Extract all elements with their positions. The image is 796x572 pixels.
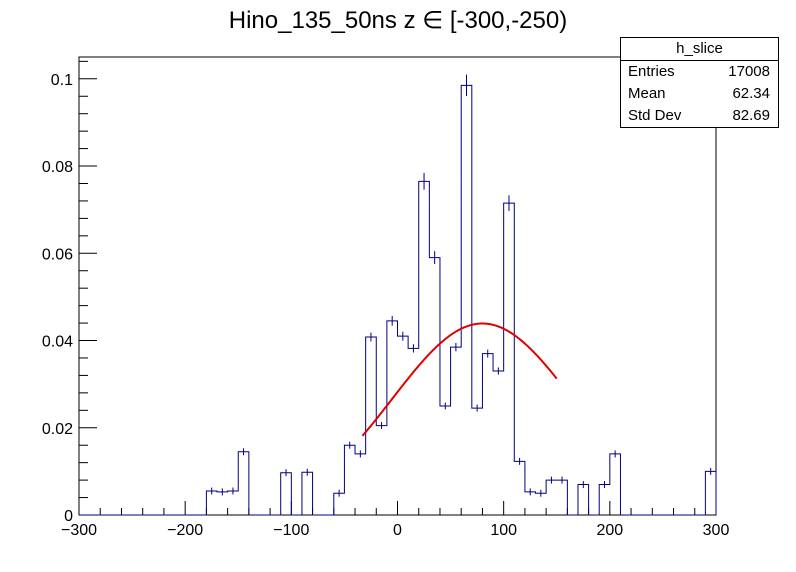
histogram-bin <box>429 258 440 515</box>
histogram-bin <box>504 203 515 515</box>
x-tick-label: 200 <box>596 522 623 539</box>
y-tick-label: 0.06 <box>42 246 73 263</box>
stats-value: 17008 <box>728 63 770 80</box>
stats-row-entries: Entries 17008 <box>621 61 778 83</box>
histogram-bin <box>238 452 249 515</box>
histogram-bin <box>599 484 610 515</box>
histogram-bin <box>440 406 451 515</box>
x-tick-label: 100 <box>490 522 517 539</box>
y-tick-label: 0.02 <box>42 421 73 438</box>
histogram-bin <box>387 321 398 515</box>
stats-value: 82.69 <box>732 107 770 124</box>
chart-title: Hino_135_50ns z ∈ [-300,-250) <box>228 7 568 34</box>
x-tick-label: −200 <box>167 522 203 539</box>
histogram-bin <box>376 426 387 515</box>
y-tick-label: 0 <box>64 508 73 525</box>
stats-row-stddev: Std Dev 82.69 <box>621 105 778 127</box>
y-tick-label: 0.08 <box>42 159 73 176</box>
x-axis-tick-labels: −300 −200 −100 0 100 200 300 <box>61 522 729 539</box>
y-tick-label: 0.1 <box>51 72 73 89</box>
histogram-outline <box>79 84 717 516</box>
histogram-bin <box>355 454 366 515</box>
histogram-bin <box>610 454 621 515</box>
histogram-bin <box>461 85 472 515</box>
histogram-bin <box>557 480 568 515</box>
histogram-bin <box>398 336 409 515</box>
y-axis-ticks <box>79 60 97 516</box>
histogram-bin <box>281 473 292 515</box>
histogram-bin <box>546 480 557 515</box>
histogram-bin <box>705 471 716 515</box>
histogram-bin <box>514 461 525 515</box>
histogram-bin <box>493 371 504 515</box>
y-tick-label: 0.04 <box>42 334 73 351</box>
histogram-bin <box>228 491 239 515</box>
y-axis-tick-labels: 0 0.02 0.04 0.06 0.08 0.1 <box>42 72 73 525</box>
stats-label: Entries <box>628 63 675 80</box>
stats-row-mean: Mean 62.34 <box>621 83 778 105</box>
x-tick-label: −300 <box>61 522 97 539</box>
x-tick-label: 300 <box>703 522 730 539</box>
stats-box-title: h_slice <box>621 38 778 61</box>
stats-value: 62.34 <box>732 85 770 102</box>
histogram-bin <box>419 181 430 515</box>
stats-label: Std Dev <box>628 107 682 124</box>
histogram-bin <box>302 472 313 515</box>
gaussian-fit-curve <box>361 322 558 437</box>
histogram-bin <box>482 354 493 515</box>
x-tick-label: −100 <box>273 522 309 539</box>
histogram-bin <box>206 491 217 515</box>
stats-box: h_slice Entries 17008 Mean 62.34 Std Dev… <box>620 37 779 128</box>
histogram-bin <box>451 347 462 515</box>
histogram-bin <box>344 445 355 515</box>
x-tick-label: 0 <box>393 522 402 539</box>
histogram-bin <box>578 484 589 515</box>
stats-label: Mean <box>628 85 666 102</box>
histogram-bin <box>472 408 483 515</box>
